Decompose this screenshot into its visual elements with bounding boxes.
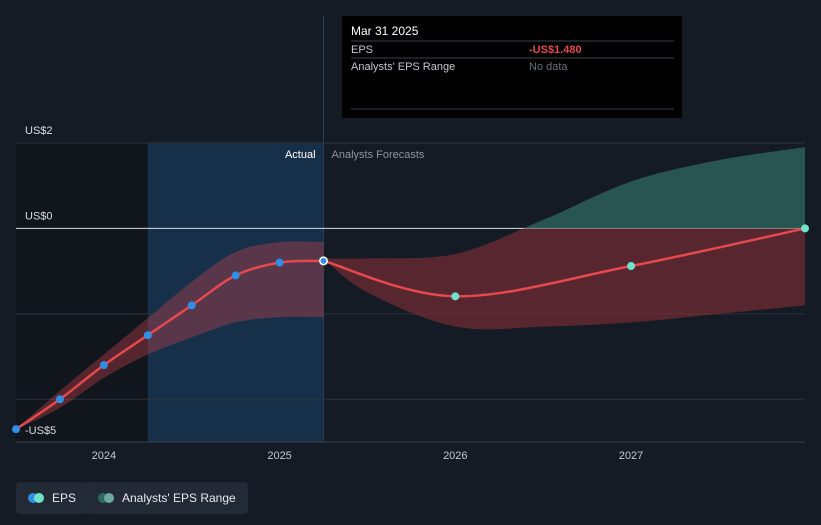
eps-point-forecast[interactable]	[801, 224, 809, 233]
range-legend-icon	[98, 493, 114, 503]
tooltip-range-label: Analysts' EPS Range	[351, 61, 455, 73]
tooltip-date: Mar 31 2025	[351, 24, 419, 38]
actual-eps-range-band	[16, 241, 324, 430]
eps-legend-icon	[28, 493, 44, 503]
legend-eps-label: EPS	[52, 491, 77, 505]
legend-range-button[interactable]: Analysts' EPS Range	[86, 482, 248, 514]
x-tick-label: 2026	[443, 450, 467, 462]
eps-line-forecast	[323, 227, 806, 298]
actual-highlight-region	[147, 143, 324, 442]
eps-point-actual[interactable]	[275, 258, 284, 267]
y-tick-label: -US$5	[25, 425, 56, 437]
legend-eps-button[interactable]: EPS	[16, 482, 89, 514]
eps-point-forecast[interactable]	[627, 262, 636, 271]
tooltip: Mar 31 2025 EPS -US$1.480 Analysts' EPS …	[342, 16, 682, 118]
y-tick-label: US$2	[25, 125, 53, 137]
tooltip-eps-value: -US$1.480	[529, 44, 582, 56]
eps-point-actual[interactable]	[12, 425, 20, 434]
eps-point-actual[interactable]	[231, 271, 240, 280]
eps-point-current[interactable]	[320, 257, 327, 264]
tooltip-eps-label: EPS	[351, 44, 373, 56]
forecast-eps-range-band-positive	[523, 147, 805, 229]
x-tick-label: 2025	[267, 450, 291, 462]
eps-point-forecast[interactable]	[451, 292, 460, 301]
forecast-eps-range-band-negative	[323, 228, 805, 330]
legend-range-label: Analysts' EPS Range	[122, 491, 236, 505]
forecast-label: Analysts Forecasts	[332, 149, 425, 161]
eps-point-actual[interactable]	[187, 301, 196, 310]
eps-point-actual[interactable]	[55, 395, 64, 404]
x-tick-label: 2027	[619, 450, 643, 462]
eps-point-actual[interactable]	[143, 331, 152, 340]
x-tick-label: 2024	[92, 450, 116, 462]
past-region	[16, 143, 148, 442]
tooltip-range-value: No data	[529, 61, 568, 73]
actual-label: Actual	[285, 149, 316, 161]
y-tick-label: US$0	[25, 210, 53, 222]
eps-point-actual[interactable]	[99, 361, 108, 370]
